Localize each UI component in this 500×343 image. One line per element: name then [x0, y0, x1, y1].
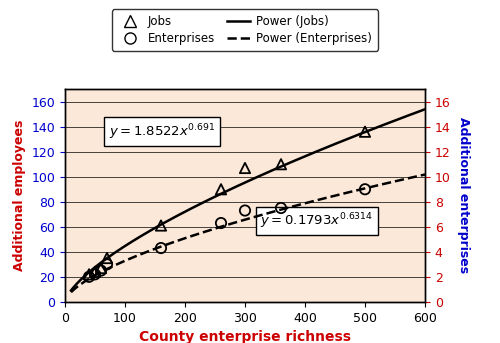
Y-axis label: Additional employees: Additional employees — [13, 120, 26, 271]
Point — [277, 205, 285, 211]
Text: $y = 1.8522x^{0.691}$: $y = 1.8522x^{0.691}$ — [109, 122, 216, 142]
Point — [361, 187, 369, 192]
Text: $y = 0.1793x^{0.6314}$: $y = 0.1793x^{0.6314}$ — [260, 211, 374, 231]
Point — [277, 162, 285, 167]
Point — [157, 245, 165, 251]
Point — [217, 187, 225, 192]
Point — [91, 269, 99, 274]
Point — [85, 272, 93, 277]
Point — [97, 268, 105, 273]
Point — [103, 262, 111, 267]
Point — [157, 223, 165, 228]
Point — [91, 272, 99, 277]
X-axis label: County enterprise richness: County enterprise richness — [139, 330, 351, 343]
Point — [217, 220, 225, 226]
Point — [241, 165, 249, 171]
Point — [103, 255, 111, 261]
Y-axis label: Additional enterprises: Additional enterprises — [457, 117, 470, 274]
Legend: Jobs, Enterprises, Power (Jobs), Power (Enterprises): Jobs, Enterprises, Power (Jobs), Power (… — [112, 9, 378, 51]
Point — [241, 208, 249, 213]
Point — [85, 274, 93, 280]
Point — [97, 265, 105, 271]
Point — [361, 129, 369, 134]
